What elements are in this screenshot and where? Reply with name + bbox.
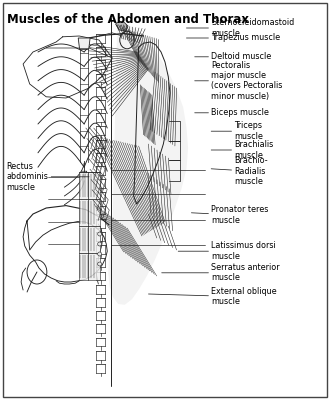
Text: Sternocleidomastoid
muscle: Sternocleidomastoid muscle (186, 18, 294, 38)
Ellipse shape (98, 252, 102, 256)
Text: Rectus
abdominis
muscle: Rectus abdominis muscle (7, 162, 89, 192)
Polygon shape (108, 24, 188, 305)
Text: External oblique
muscle: External oblique muscle (148, 287, 277, 306)
Polygon shape (78, 38, 90, 49)
Text: Latissimus dorsi
muscle: Latissimus dorsi muscle (178, 242, 276, 261)
Text: Muscles of the Abdomen and Thorax: Muscles of the Abdomen and Thorax (7, 13, 248, 26)
Text: Pronator teres
muscle: Pronator teres muscle (191, 206, 269, 225)
Text: Biceps muscle: Biceps muscle (195, 108, 269, 117)
Polygon shape (79, 172, 100, 280)
FancyBboxPatch shape (3, 3, 327, 397)
Ellipse shape (98, 232, 102, 236)
Text: Trapezius muscle: Trapezius muscle (186, 34, 280, 42)
Text: Brachio-
Radialis
muscle: Brachio- Radialis muscle (211, 156, 268, 186)
Text: Pectoralis
major muscle
(covers Pectoralis
minor muscle): Pectoralis major muscle (covers Pectoral… (195, 61, 282, 101)
Ellipse shape (98, 262, 102, 266)
Polygon shape (115, 22, 128, 31)
Text: Deltoid muscle: Deltoid muscle (195, 52, 272, 61)
Text: Triceps
muscle: Triceps muscle (211, 122, 263, 141)
Text: Serratus anterior
muscle: Serratus anterior muscle (162, 263, 280, 282)
Text: Brachialis
muscle: Brachialis muscle (211, 140, 274, 160)
Ellipse shape (98, 242, 102, 246)
